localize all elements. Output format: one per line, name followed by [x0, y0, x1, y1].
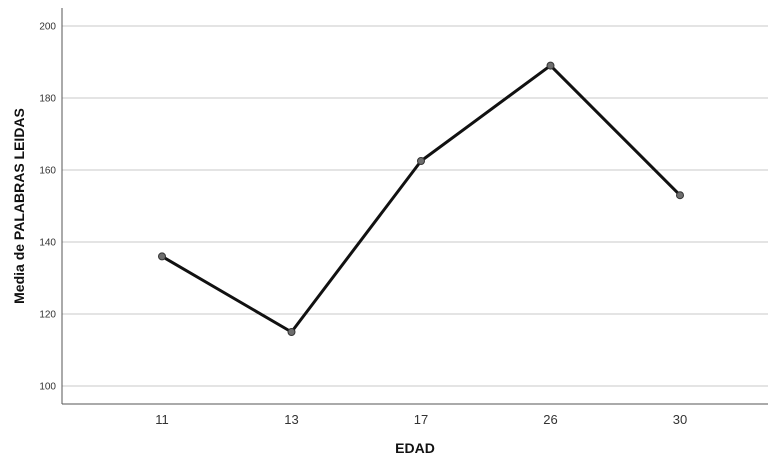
- series-line: [162, 66, 680, 332]
- y-tick-label: 160: [39, 166, 56, 177]
- data-point: [677, 192, 684, 199]
- y-tick-label: 180: [39, 94, 56, 105]
- x-axis-title: EDAD: [395, 440, 435, 456]
- x-tick-label: 26: [543, 412, 557, 427]
- gridlines: [62, 26, 768, 386]
- series-line-path: [162, 66, 680, 332]
- y-axis-title: Media de PALABRAS LEIDAS: [11, 108, 27, 304]
- y-tick-label: 140: [39, 238, 56, 249]
- x-tick-label: 30: [673, 412, 687, 427]
- y-tick-label: 200: [39, 22, 56, 33]
- x-tick-labels: 11 13 17 26 30: [155, 412, 687, 427]
- data-point: [547, 62, 554, 69]
- x-tick-label: 11: [155, 412, 169, 427]
- y-tick-label: 100: [39, 382, 56, 393]
- data-markers: [159, 62, 684, 335]
- y-tick-label: 120: [39, 310, 56, 321]
- axes: [62, 8, 768, 404]
- x-tick-label: 17: [414, 412, 428, 427]
- data-point: [159, 253, 166, 260]
- data-point: [288, 329, 295, 336]
- y-tick-labels: 100 120 140 160 180 200: [39, 22, 56, 393]
- data-point: [418, 158, 425, 165]
- x-tick-label: 13: [284, 412, 298, 427]
